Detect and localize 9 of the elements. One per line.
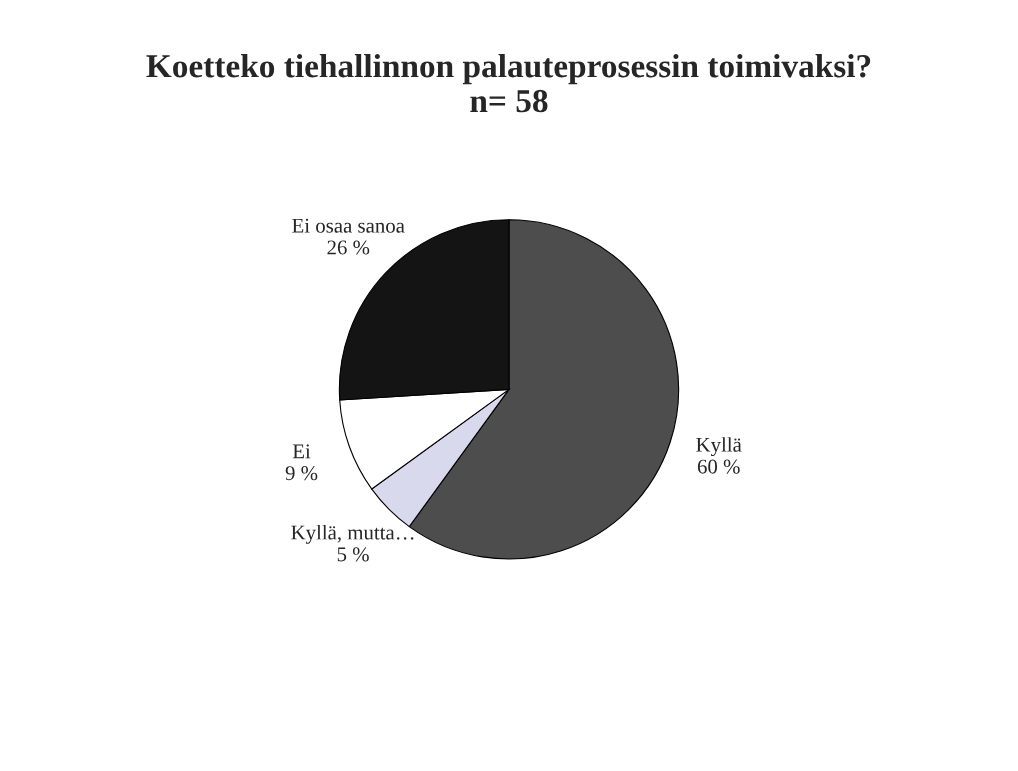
slice-label: Kyllä, mutta… (291, 524, 414, 544)
chart-title: Koetteko tiehallinnon palauteprosessin toimivaksi? n= 58 (146, 53, 871, 113)
data-label: 60 % (697, 459, 740, 474)
data-label: 9 % (285, 466, 318, 481)
slice-label: Ei osaa sanoa (292, 218, 405, 233)
data-label: 5 % (337, 547, 369, 562)
slice-label: Kyllä (696, 437, 742, 457)
slice-label: Ei (292, 444, 311, 459)
data-label: 26 % (327, 240, 370, 255)
